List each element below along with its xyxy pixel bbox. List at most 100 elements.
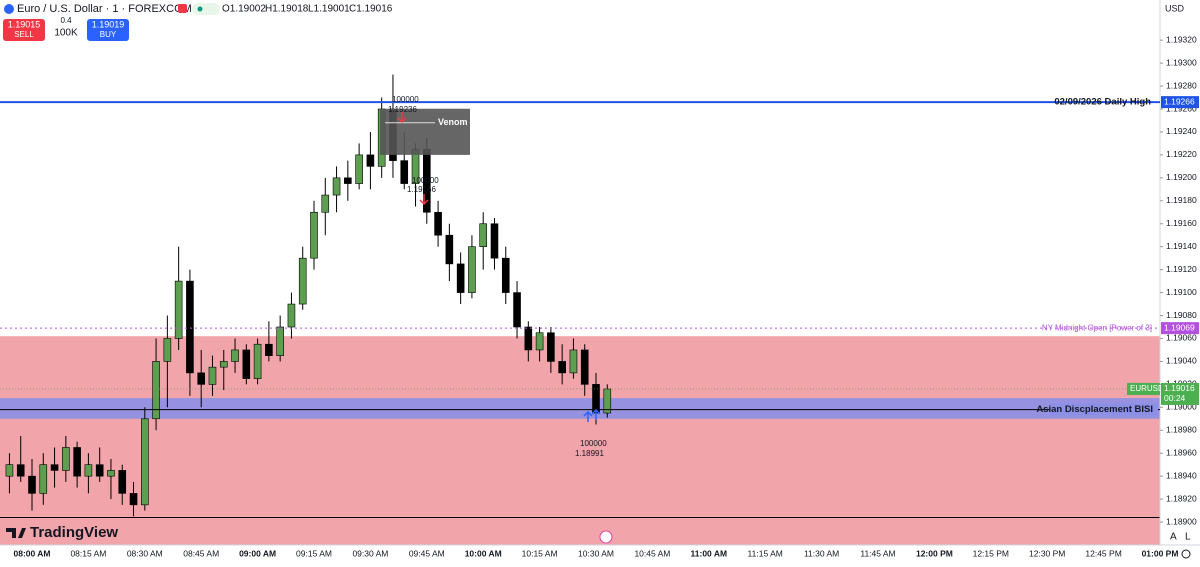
x-tick-label: 09:15 AM (296, 548, 332, 558)
candle-body (5, 464, 14, 477)
candle-body (186, 280, 194, 374)
x-tick-label: 08:15 AM (70, 548, 106, 558)
x-tick-label: 08:45 AM (183, 548, 219, 558)
symbol-tag (1127, 382, 1160, 395)
candle-body (400, 160, 409, 184)
y-tick-label: 1.18920 (1166, 493, 1197, 503)
sell-button[interactable] (3, 19, 45, 41)
candle-body (490, 223, 499, 259)
candle-body (219, 361, 228, 368)
x-tick-label: 12:45 PM (1085, 548, 1121, 558)
currency: USD (1165, 3, 1185, 13)
signal-arrow (397, 112, 407, 124)
y-tick-label: 1.19080 (1166, 310, 1197, 320)
candle-body (321, 194, 330, 213)
x-tick-label: 10:00 AM (465, 548, 502, 558)
y-tick-label: 1.19160 (1166, 218, 1197, 228)
candle-body (163, 338, 172, 362)
countdown: 00:24 (1164, 393, 1186, 403)
candle-body (569, 349, 578, 374)
symbol-icon (4, 4, 14, 14)
symbol-tag-label: EURUSD (1130, 384, 1164, 393)
x-tick-label: 11:30 AM (804, 548, 839, 558)
y-tick-label: 1.19100 (1166, 287, 1197, 297)
y-tick-label: 1.19220 (1166, 149, 1197, 159)
level-label: NY Midnight Open [Power of 3] (1042, 323, 1152, 332)
x-tick-label: 08:00 AM (13, 548, 50, 558)
y-tick-label: 1.18940 (1166, 470, 1197, 480)
y-tick-label: 1.18960 (1166, 447, 1197, 457)
candle-body (174, 280, 183, 339)
level-label: 02/09/2026 Daily High (1054, 97, 1151, 108)
ohlc-close: C1.19016 (349, 4, 393, 15)
candle-body (524, 326, 533, 351)
brand-logo (6, 528, 26, 538)
y-tick-label: 1.19060 (1166, 333, 1197, 343)
buy-label: BUY (100, 30, 117, 39)
y-tick-label: 1.19260 (1166, 103, 1197, 113)
size: 100K (54, 28, 78, 39)
candle-body (107, 470, 115, 477)
candle-body (513, 292, 521, 328)
y-tick-label: 1.19280 (1166, 80, 1197, 90)
candle-body (558, 361, 566, 374)
candle-body (547, 332, 555, 362)
x-tick-label: 11:15 AM (748, 548, 783, 558)
settings[interactable] (1181, 549, 1191, 559)
candle-body (118, 470, 127, 494)
candle-body (28, 475, 36, 494)
y-tick-label: 1.19240 (1166, 126, 1197, 136)
price-tag (1161, 322, 1199, 335)
signal-arrow (591, 408, 601, 420)
price-tag (1161, 96, 1199, 109)
x-tick-label: 12:00 PM (916, 548, 953, 558)
candle-body (287, 303, 296, 328)
candle-body (265, 343, 273, 356)
candle-body (355, 154, 363, 184)
ohlc-low: L1.19001 (308, 4, 350, 15)
candle-body (152, 361, 160, 420)
candle-body (445, 234, 454, 265)
y-tick-label: 1.18900 (1166, 516, 1197, 526)
y-tick-label: 1.19320 (1166, 34, 1197, 44)
order-annotation: 1.18991 (575, 449, 604, 458)
x-tick-label: 12:15 PM (973, 548, 1009, 558)
candle-body (434, 211, 442, 236)
candle-body (332, 177, 341, 196)
y-tick-label: 1.19000 (1166, 402, 1197, 412)
event-icon (599, 530, 613, 544)
order-annotation: 100000 (580, 439, 607, 448)
price-tag-label: 1.19266 (1164, 96, 1195, 106)
candle-body (39, 464, 48, 494)
candle-body (310, 211, 318, 259)
order-annotation: 100000 (392, 95, 419, 104)
x-tick-label: 12:30 PM (1029, 548, 1065, 558)
ohlc-open: O1.19002 (222, 4, 266, 15)
venom-box (380, 108, 470, 155)
y-tick-label: 1.19300 (1166, 57, 1197, 67)
x-tick-label: 09:00 AM (239, 548, 276, 558)
y-tick-label: 1.19180 (1166, 195, 1197, 205)
order-annotation: 1.19236 (388, 105, 417, 114)
symbol: Euro / U.S. Dollar · 1 · FOREXCOM (17, 3, 192, 15)
x-tick-label: 08:30 AM (127, 548, 163, 558)
candle-body (580, 349, 589, 385)
signal-arrow (419, 194, 429, 206)
order-annotation: 100000 (412, 176, 439, 185)
candle-body (468, 246, 476, 293)
x-tick-label: 10:30 AM (578, 548, 614, 558)
candle-body (129, 493, 138, 506)
candle-body (208, 366, 217, 385)
candle-body (535, 332, 544, 351)
buy-button[interactable] (87, 19, 129, 41)
candle-body (197, 372, 205, 385)
log-scale[interactable]: L (1185, 532, 1191, 543)
candle-body (50, 464, 59, 471)
candle-body (253, 343, 262, 379)
candle-body (141, 418, 149, 506)
auto-scale[interactable]: A (1170, 532, 1177, 543)
candle-body (276, 326, 284, 356)
candle-body (344, 177, 352, 184)
flag (178, 4, 187, 13)
